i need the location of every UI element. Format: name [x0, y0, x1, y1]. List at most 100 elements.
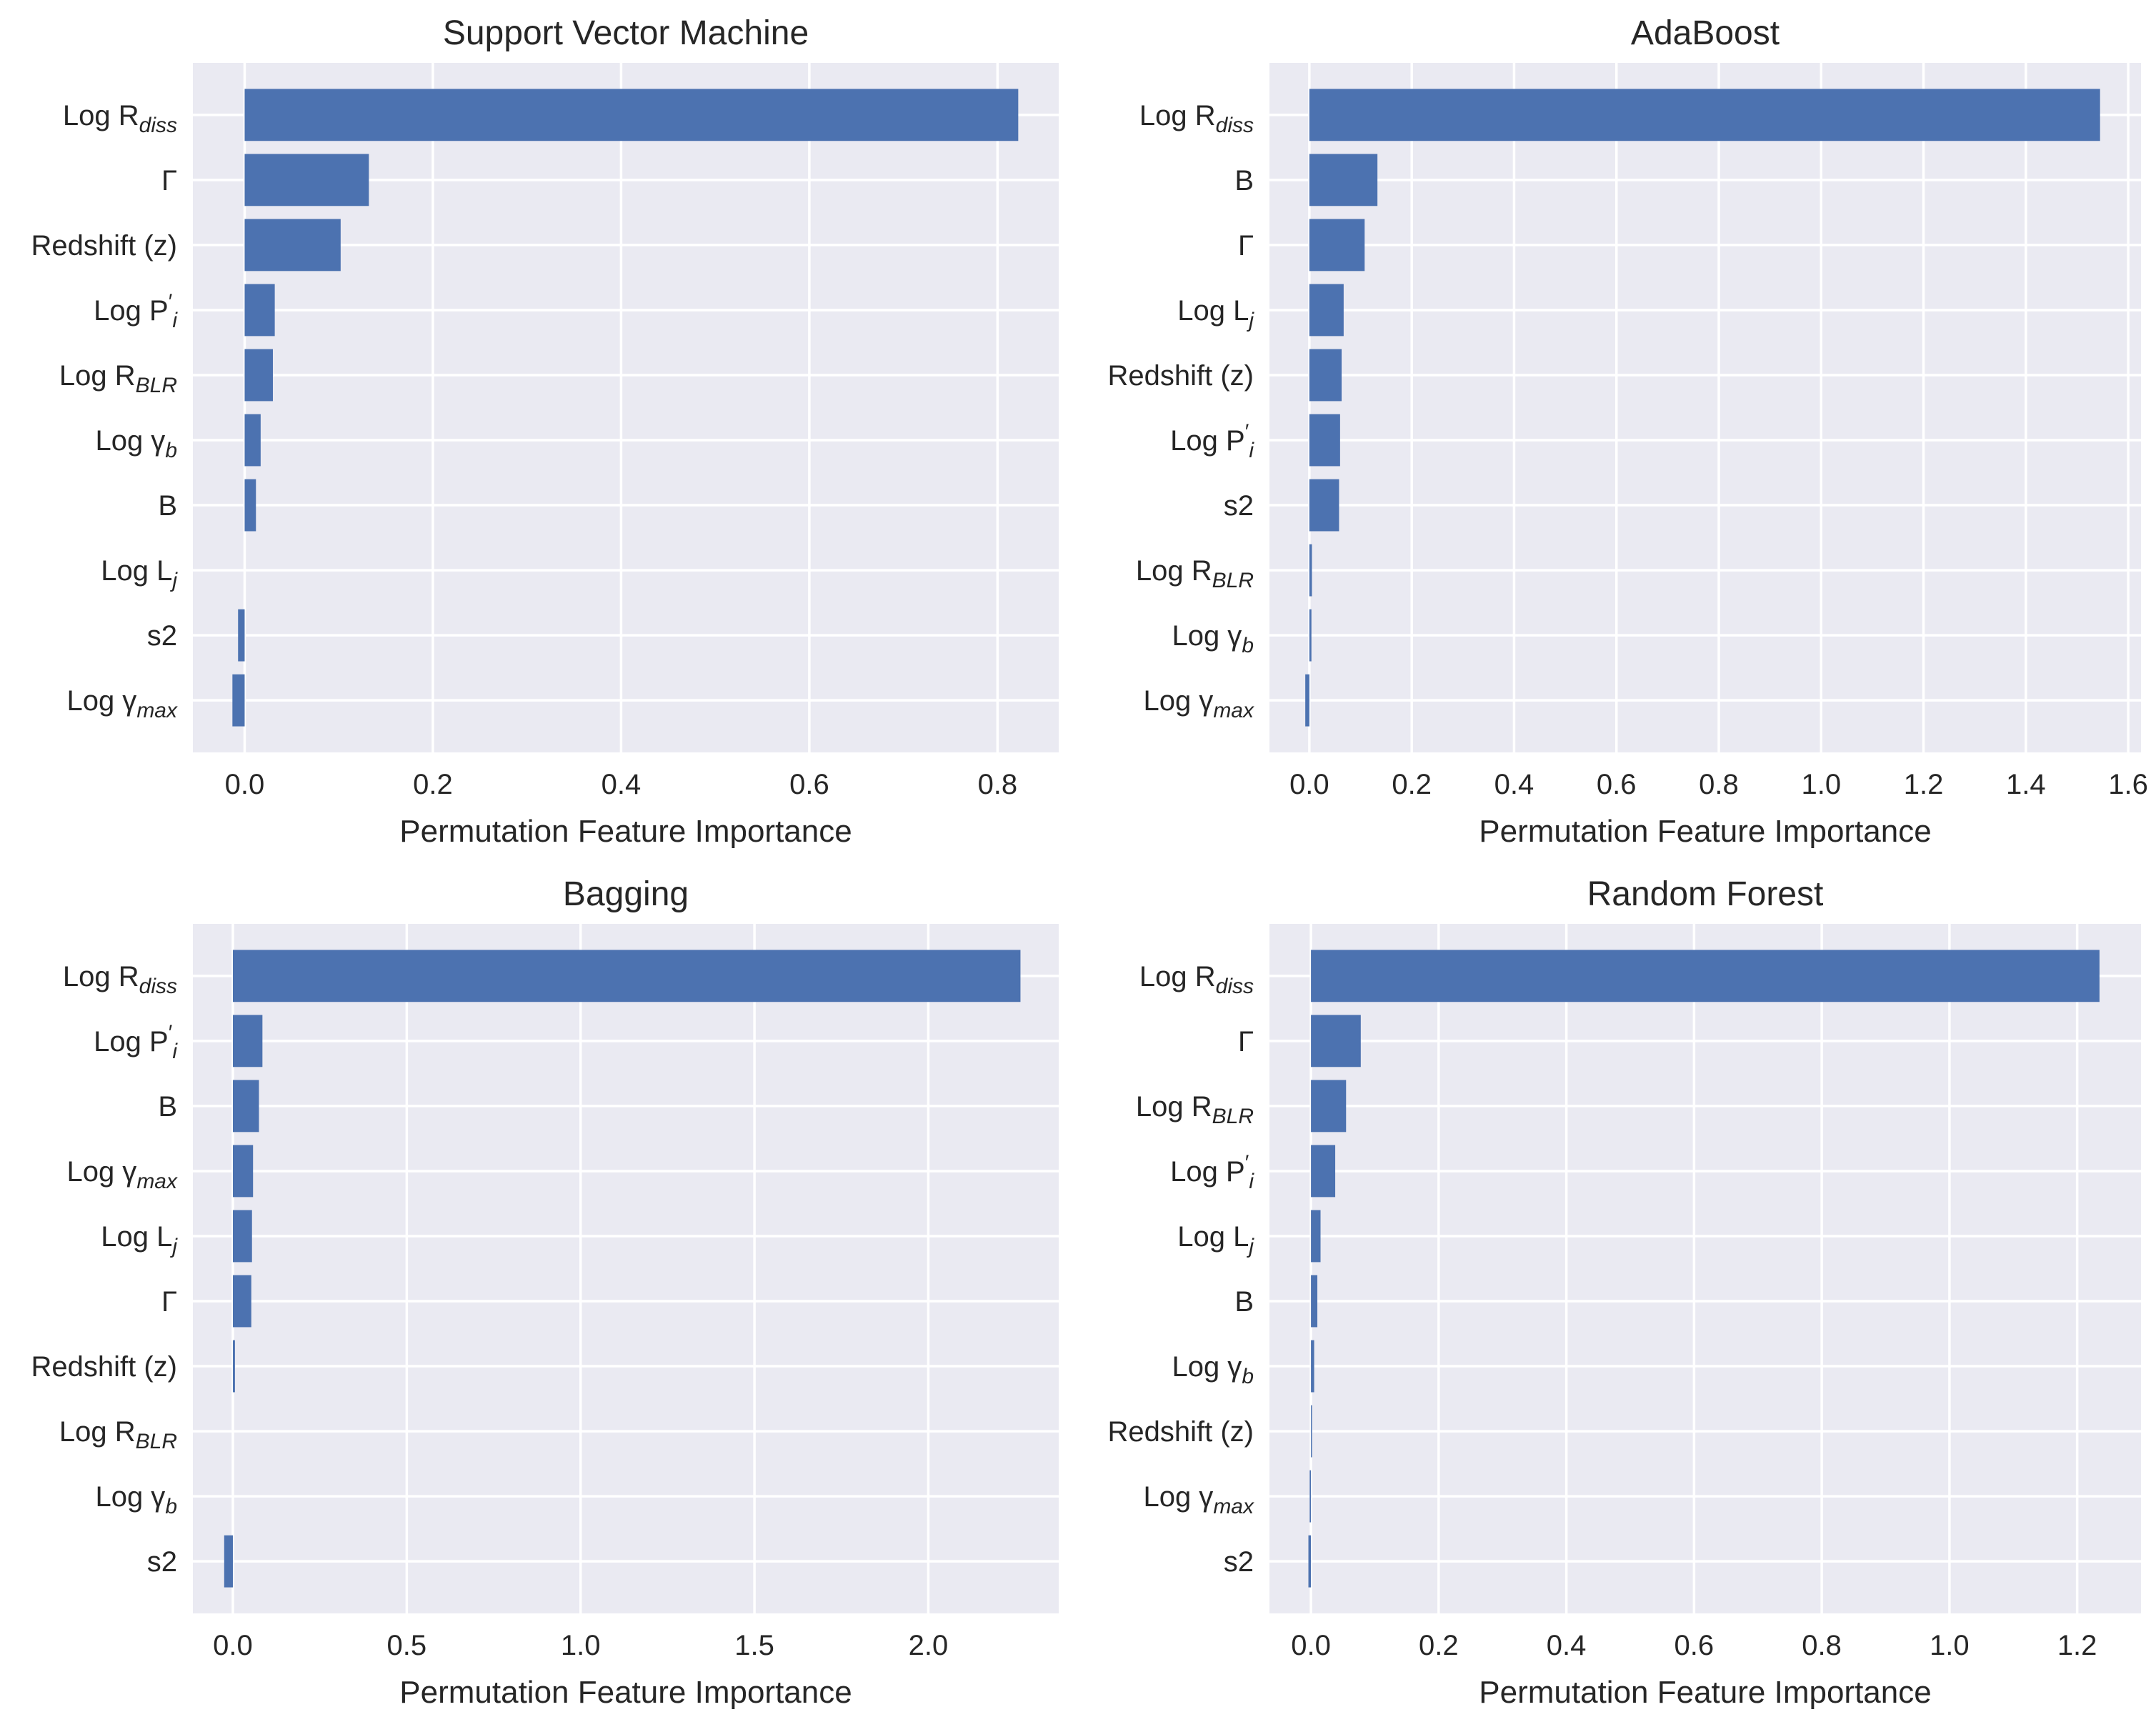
bar-log-gammab — [1309, 609, 1312, 662]
y-tick-label: Log Rdiss — [63, 961, 177, 998]
x-tick-label: 1.0 — [1930, 1630, 1970, 1661]
bar-log-pi — [232, 1015, 263, 1067]
chart-adaboost: Log Rdiss B Γ Log Lj Redshift (z) Log P′i s2 Lo… — [1108, 14, 2148, 849]
y-tick-label: Log γb — [95, 1481, 177, 1518]
y-tick-label: Log γb — [95, 425, 177, 462]
bar-s2 — [1309, 479, 1339, 532]
x-tick-label: 1.2 — [2057, 1630, 2097, 1661]
bar-log-rdiss — [232, 950, 1021, 1002]
x-tick-label: 0.0 — [1289, 769, 1329, 800]
x-tick-label: 0.2 — [1392, 769, 1432, 800]
y-tick-label: Log Rdiss — [1139, 961, 1254, 998]
y-tick-label: B — [158, 490, 177, 522]
y-tick-label: Redshift (z) — [1108, 360, 1254, 392]
x-axis-label: Permutation Feature Importance — [399, 1675, 852, 1710]
bar-gamma — [232, 1275, 251, 1328]
bar-log-gammamax — [1309, 1470, 1312, 1523]
bar-redshift-z — [232, 1340, 235, 1393]
x-tick-label: 0.2 — [1419, 1630, 1459, 1661]
chart-title: Bagging — [563, 875, 689, 913]
x-tick-label: 1.6 — [2108, 769, 2148, 800]
bar-log-pi — [244, 284, 275, 337]
plot-background — [193, 924, 1059, 1613]
bar-log-pi — [1309, 414, 1340, 467]
x-tick-label: 1.0 — [561, 1630, 601, 1661]
y-tick-label: Log P′i — [94, 290, 178, 332]
x-tick-label: 0.0 — [225, 769, 265, 800]
x-tick-label: 0.4 — [602, 769, 642, 800]
y-tick-label: s2 — [147, 1546, 177, 1578]
y-tick-label: Log γmax — [1143, 1481, 1254, 1518]
y-tick-label: Log γmax — [1143, 685, 1254, 722]
chart-bagging: Log Rdiss Log P′i B Log γmax Log Lj Γ Redshift… — [31, 875, 1059, 1710]
y-tick-label: Log Rdiss — [1139, 100, 1254, 137]
y-tick-label: Redshift (z) — [31, 230, 178, 262]
y-tick-label: s2 — [147, 620, 177, 652]
plot-background — [1269, 63, 2141, 752]
y-tick-label: Γ — [161, 1286, 177, 1318]
x-tick-label: 1.4 — [2006, 769, 2046, 800]
y-tick-label: Redshift (z) — [1108, 1416, 1254, 1448]
y-tick-label: B — [158, 1091, 177, 1123]
y-tick-label: Log γb — [1172, 620, 1254, 657]
plot-background — [1269, 924, 2141, 1613]
y-tick-label: Log Rdiss — [63, 100, 177, 137]
x-tick-label: 0.0 — [213, 1630, 253, 1661]
bar-gamma — [1311, 1015, 1361, 1067]
bar-log-lj — [232, 1210, 252, 1263]
x-tick-label: 0.8 — [1699, 769, 1739, 800]
x-tick-label: 0.6 — [789, 769, 829, 800]
y-tick-label: s2 — [1224, 490, 1254, 522]
bar-log-gammamax — [1305, 674, 1309, 727]
y-tick-label: B — [1234, 1286, 1254, 1318]
chart-svm: Log Rdiss Γ Redshift (z) Log P′i Log RBLR Log… — [31, 14, 1059, 849]
y-tick-label: Log γb — [1172, 1351, 1254, 1388]
bar-b — [1311, 1275, 1318, 1328]
bar-log-rdiss — [1311, 950, 2100, 1002]
x-axis-label: Permutation Feature Importance — [1479, 1675, 1931, 1710]
bar-log-rblr — [244, 349, 273, 402]
x-tick-label: 1.5 — [734, 1630, 774, 1661]
x-tick-label: 0.2 — [413, 769, 453, 800]
bar-b — [232, 1080, 259, 1133]
y-tick-label: Log RBLR — [59, 360, 177, 397]
x-tick-label: 0.4 — [1547, 1630, 1587, 1661]
bar-gamma — [244, 154, 369, 206]
y-tick-label: Γ — [1238, 1026, 1254, 1057]
y-tick-label: Γ — [161, 165, 177, 196]
y-tick-label: B — [1234, 165, 1254, 196]
bar-redshift-z — [1309, 349, 1342, 402]
chart-random-forest: Log Rdiss Γ Log RBLR Log P′i Log Lj B Log γb Re… — [1108, 875, 2141, 1710]
x-tick-label: 0.8 — [978, 769, 1018, 800]
x-tick-label: 0.6 — [1597, 769, 1637, 800]
bar-redshift-z — [1311, 1405, 1312, 1458]
x-tick-label: 1.0 — [1801, 769, 1841, 800]
bar-log-rblr — [1311, 1080, 1347, 1133]
y-tick-label: Log P′i — [94, 1021, 178, 1063]
x-axis-label: Permutation Feature Importance — [1479, 814, 1931, 849]
chart-title: AdaBoost — [1631, 14, 1780, 52]
bar-log-lj — [1309, 284, 1344, 337]
bar-redshift-z — [244, 219, 341, 272]
y-tick-label: Log Lj — [101, 1221, 178, 1258]
x-tick-label: 2.0 — [909, 1630, 949, 1661]
y-tick-label: Log Lj — [1177, 1221, 1254, 1258]
y-tick-label: Log RBLR — [1136, 1091, 1254, 1128]
y-tick-label: Log P′i — [1170, 1151, 1254, 1193]
chart-title: Support Vector Machine — [443, 14, 809, 52]
bar-log-rdiss — [244, 89, 1019, 141]
y-tick-label: Log RBLR — [59, 1416, 177, 1453]
bar-log-gammamax — [232, 674, 245, 727]
y-tick-label: Log Lj — [101, 555, 178, 592]
y-tick-label: Γ — [1238, 230, 1254, 262]
y-tick-label: Log Lj — [1177, 295, 1254, 332]
chart-title: Random Forest — [1587, 875, 1824, 913]
bar-log-rdiss — [1309, 89, 2100, 141]
x-axis-label: Permutation Feature Importance — [399, 814, 852, 849]
x-tick-label: 0.8 — [1802, 1630, 1842, 1661]
bar-b — [1309, 154, 1378, 206]
y-tick-label: Redshift (z) — [31, 1351, 178, 1383]
bar-b — [244, 479, 256, 532]
bar-s2 — [224, 1535, 233, 1588]
